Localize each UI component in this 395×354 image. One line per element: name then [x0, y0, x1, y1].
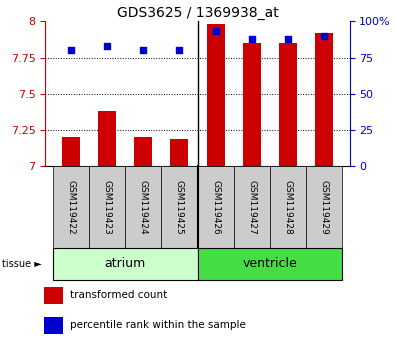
Point — [321, 33, 327, 39]
Point — [213, 29, 219, 34]
Point — [176, 47, 182, 53]
Bar — [89, 166, 125, 248]
Bar — [44, 317, 63, 334]
Bar — [161, 166, 198, 248]
Text: ventricle: ventricle — [243, 257, 297, 270]
Bar — [53, 248, 198, 280]
Point — [104, 43, 110, 49]
Point — [248, 36, 255, 41]
Bar — [270, 166, 306, 248]
Bar — [279, 43, 297, 166]
Point — [68, 47, 74, 53]
Text: transformed count: transformed count — [70, 290, 167, 300]
Text: GSM119423: GSM119423 — [102, 180, 111, 234]
Point — [285, 36, 291, 41]
Bar — [198, 248, 342, 280]
Bar — [134, 137, 152, 166]
Text: GSM119425: GSM119425 — [175, 180, 184, 234]
Bar — [44, 287, 63, 304]
Bar — [207, 24, 225, 166]
Bar — [306, 166, 342, 248]
Bar — [62, 137, 80, 166]
Text: GSM119429: GSM119429 — [320, 180, 329, 234]
Point — [140, 47, 146, 53]
Text: tissue ►: tissue ► — [2, 259, 42, 269]
Text: GSM119427: GSM119427 — [247, 180, 256, 234]
Bar — [125, 166, 161, 248]
Text: GSM119422: GSM119422 — [66, 180, 75, 234]
Text: atrium: atrium — [104, 257, 146, 270]
Text: GSM119428: GSM119428 — [284, 180, 293, 234]
Text: GSM119424: GSM119424 — [139, 180, 148, 234]
Title: GDS3625 / 1369938_at: GDS3625 / 1369938_at — [117, 6, 278, 20]
Bar — [98, 111, 116, 166]
Bar — [170, 139, 188, 166]
Text: percentile rank within the sample: percentile rank within the sample — [70, 320, 245, 330]
Bar — [234, 166, 270, 248]
Bar — [315, 33, 333, 166]
Bar — [198, 166, 234, 248]
Bar — [243, 43, 261, 166]
Text: GSM119426: GSM119426 — [211, 180, 220, 234]
Bar — [53, 166, 89, 248]
